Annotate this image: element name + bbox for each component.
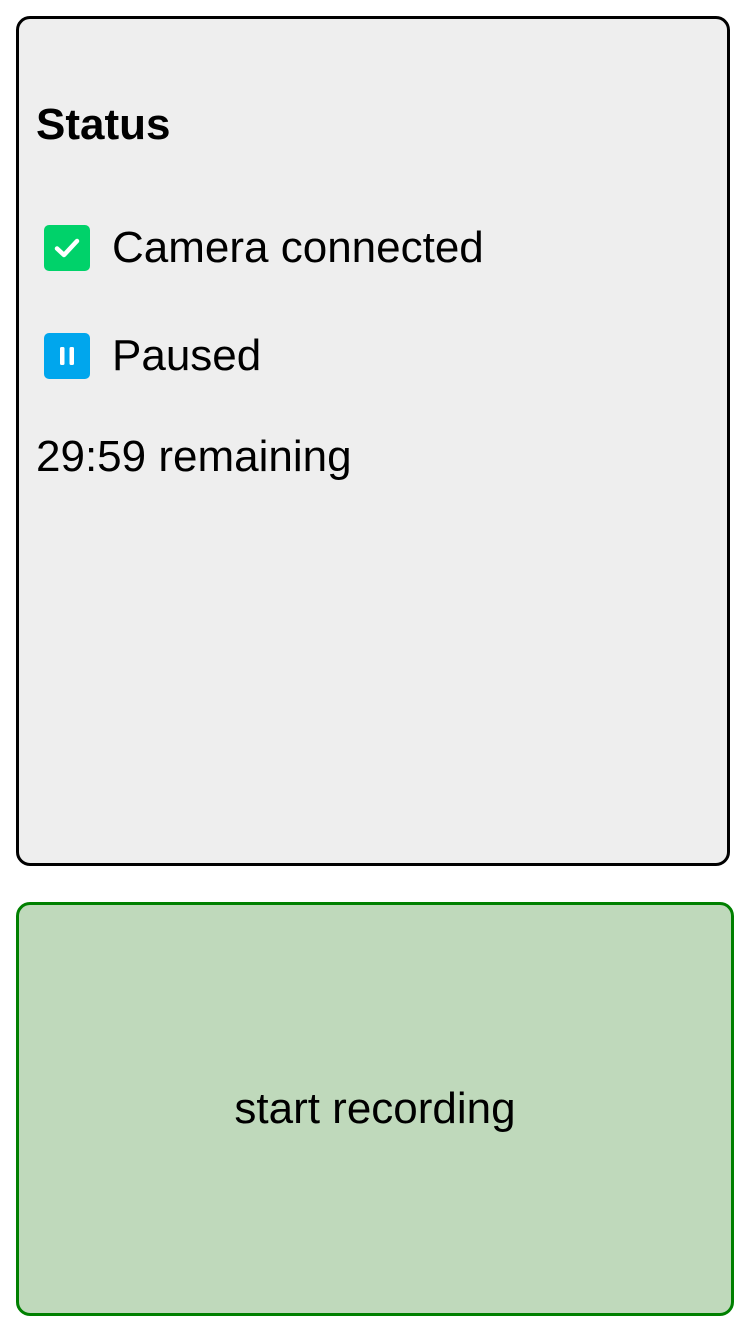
status-item-label: Paused <box>112 331 262 380</box>
check-icon <box>44 225 90 271</box>
status-panel: Status Camera connected Paused 29:59 rem… <box>16 16 730 866</box>
status-item-label: Camera connected <box>112 223 484 272</box>
status-item-paused: Paused <box>44 332 261 380</box>
time-remaining: 29:59 remaining <box>36 432 352 481</box>
start-recording-button[interactable]: start recording <box>16 902 734 1316</box>
status-title: Status <box>36 100 171 149</box>
pause-icon <box>44 333 90 379</box>
status-item-camera: Camera connected <box>44 224 484 272</box>
